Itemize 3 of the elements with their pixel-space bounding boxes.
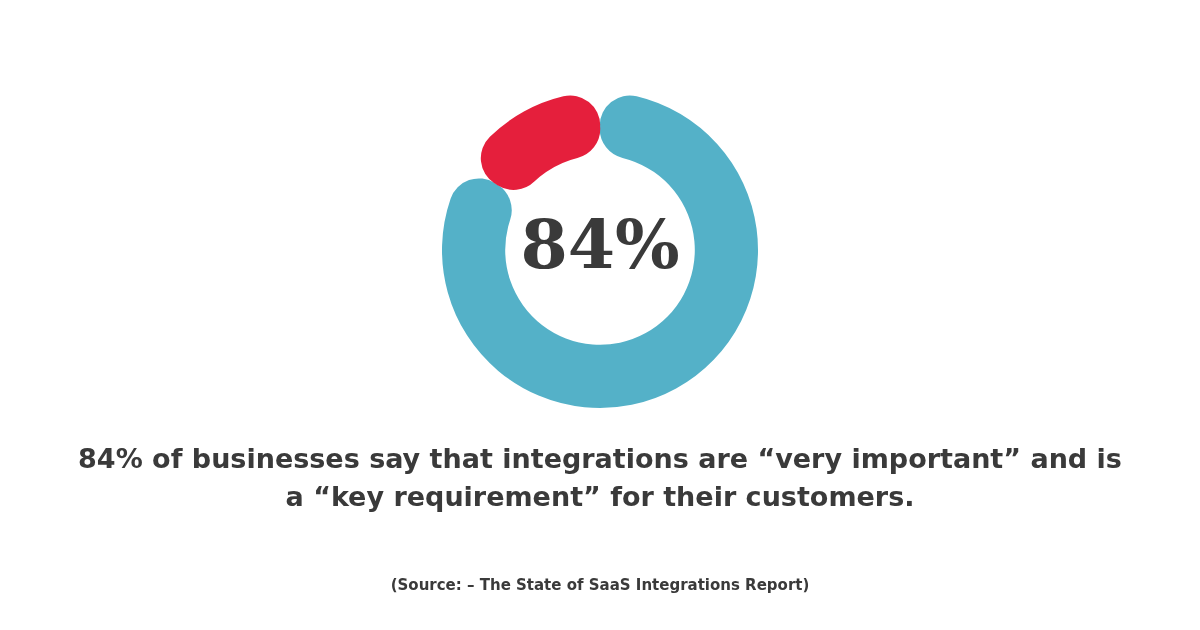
- text: 84% of businesses say that integrations are “very important” and is a “key requirement” for their customers.: [77, 442, 1123, 514]
- data-label: 84%: [520, 203, 680, 284]
- text: (Source: – The State of SaaS Integrations Report): [389, 576, 811, 594]
